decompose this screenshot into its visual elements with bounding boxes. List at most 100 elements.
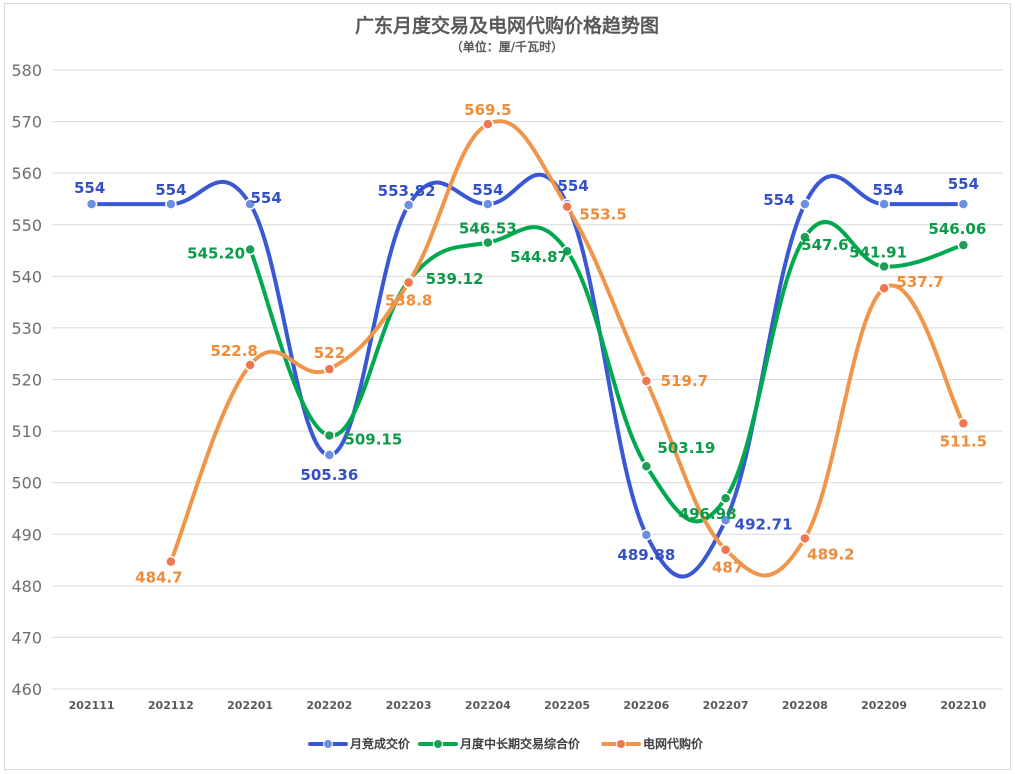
x-tick-label: 202207 [703, 699, 749, 712]
data-point [878, 198, 890, 210]
data-point [878, 282, 890, 294]
legend-label: 月度中长期交易综合价 [459, 736, 581, 751]
data-point [244, 359, 256, 371]
data-label: 554 [763, 191, 794, 209]
data-label: 546.53 [459, 220, 517, 238]
x-tick-label: 202208 [782, 699, 828, 712]
data-label: 511.5 [940, 432, 987, 450]
data-point [719, 514, 732, 527]
x-tick-label: 202209 [861, 699, 907, 712]
data-point [561, 245, 573, 257]
series-lines [89, 119, 966, 579]
y-tick-label: 530 [11, 319, 42, 338]
data-point [244, 243, 256, 256]
data-label: 487 [712, 559, 743, 577]
data-point [878, 260, 890, 273]
data-label: 538.8 [385, 292, 432, 310]
data-point [482, 118, 494, 130]
data-point [482, 198, 494, 210]
data-label: 519.7 [661, 372, 708, 390]
data-point [323, 449, 336, 461]
data-point [640, 529, 653, 541]
x-axis-ticks: 202111 202112 202201 202202 202203 202204 2022… [69, 699, 987, 712]
series-line-1 [248, 219, 966, 524]
data-point [640, 460, 653, 472]
x-tick-label: 202203 [386, 699, 432, 712]
data-label: 522 [314, 344, 345, 362]
data-label: 489.2 [807, 545, 854, 563]
x-tick-label: 202112 [148, 699, 194, 712]
data-point [402, 199, 415, 211]
data-label: 569.5 [464, 101, 511, 119]
data-label: 553.5 [579, 206, 626, 224]
data-label: 546.06 [928, 220, 986, 238]
data-point [85, 198, 98, 210]
data-label: 489.88 [617, 546, 675, 564]
data-point [482, 236, 494, 249]
x-tick-label: 202111 [69, 699, 115, 712]
data-label: 554 [948, 175, 979, 193]
y-tick-label: 550 [11, 216, 42, 235]
y-tick-label: 520 [11, 371, 42, 390]
gridlines [52, 69, 1003, 690]
data-point [402, 276, 415, 289]
legend-marker [433, 739, 443, 749]
data-point [165, 555, 177, 568]
y-tick-label: 500 [11, 474, 42, 493]
data-point [957, 198, 970, 210]
y-tick-label: 460 [11, 680, 42, 699]
series-markers [85, 118, 970, 568]
data-point [323, 363, 336, 375]
data-label: 539.12 [426, 270, 484, 288]
data-point [799, 231, 811, 243]
data-label: 544.87 [510, 248, 568, 266]
y-tick-label: 510 [11, 422, 42, 441]
data-label: 496.98 [679, 505, 737, 523]
y-tick-label: 540 [11, 267, 42, 286]
y-axis-ticks: 460 470 480 490 500 510 520 530 540 550 560 570 580 [11, 61, 42, 699]
y-tick-label: 570 [11, 113, 42, 132]
data-label: 541.91 [849, 243, 907, 261]
y-tick-label: 560 [11, 164, 42, 183]
y-tick-label: 580 [11, 61, 42, 80]
data-label: 553.82 [378, 182, 436, 200]
data-label: 554 [872, 181, 903, 199]
data-label: 554 [155, 181, 186, 199]
data-label: 537.7 [896, 273, 943, 291]
data-label: 505.36 [300, 466, 358, 484]
data-labels: 554 554 554 505.36 553.82 554 554 489.88 492.71 5… [74, 101, 987, 586]
legend-label: 电网代购价 [643, 736, 704, 751]
data-point [719, 543, 732, 556]
data-point [719, 492, 732, 504]
legend-label: 月竞成交价 [349, 736, 411, 751]
data-label: 554 [74, 179, 105, 197]
chart-subtitle: （单位：厘/千瓦时） [451, 39, 563, 54]
x-tick-label: 202205 [544, 699, 590, 712]
data-point [561, 200, 573, 213]
x-tick-label: 202204 [465, 699, 511, 712]
data-label: 554 [250, 189, 281, 207]
data-point [244, 198, 256, 210]
series-line-0 [89, 172, 966, 579]
data-point [957, 239, 970, 251]
chart-title: 广东月度交易及电网代购价格趋势图 [355, 14, 659, 37]
data-point [957, 417, 970, 430]
data-point [799, 532, 811, 545]
x-tick-label: 202201 [227, 699, 273, 712]
data-label: 554 [557, 177, 588, 195]
data-label: 503.19 [657, 439, 715, 457]
data-label: 554 [472, 181, 503, 199]
y-tick-label: 490 [11, 525, 42, 544]
data-point [323, 429, 336, 442]
data-point [640, 375, 653, 387]
data-point [165, 198, 177, 210]
data-label: 484.7 [135, 569, 182, 587]
data-label: 547.6 [801, 236, 848, 254]
series-line-2 [168, 119, 966, 578]
x-tick-label: 202206 [623, 699, 669, 712]
chart-frame [4, 3, 1011, 770]
legend: 月竞成交价 月度中长期交易综合价 电网代购价 [308, 736, 704, 751]
x-tick-label: 202202 [306, 699, 352, 712]
legend-marker [616, 739, 626, 749]
